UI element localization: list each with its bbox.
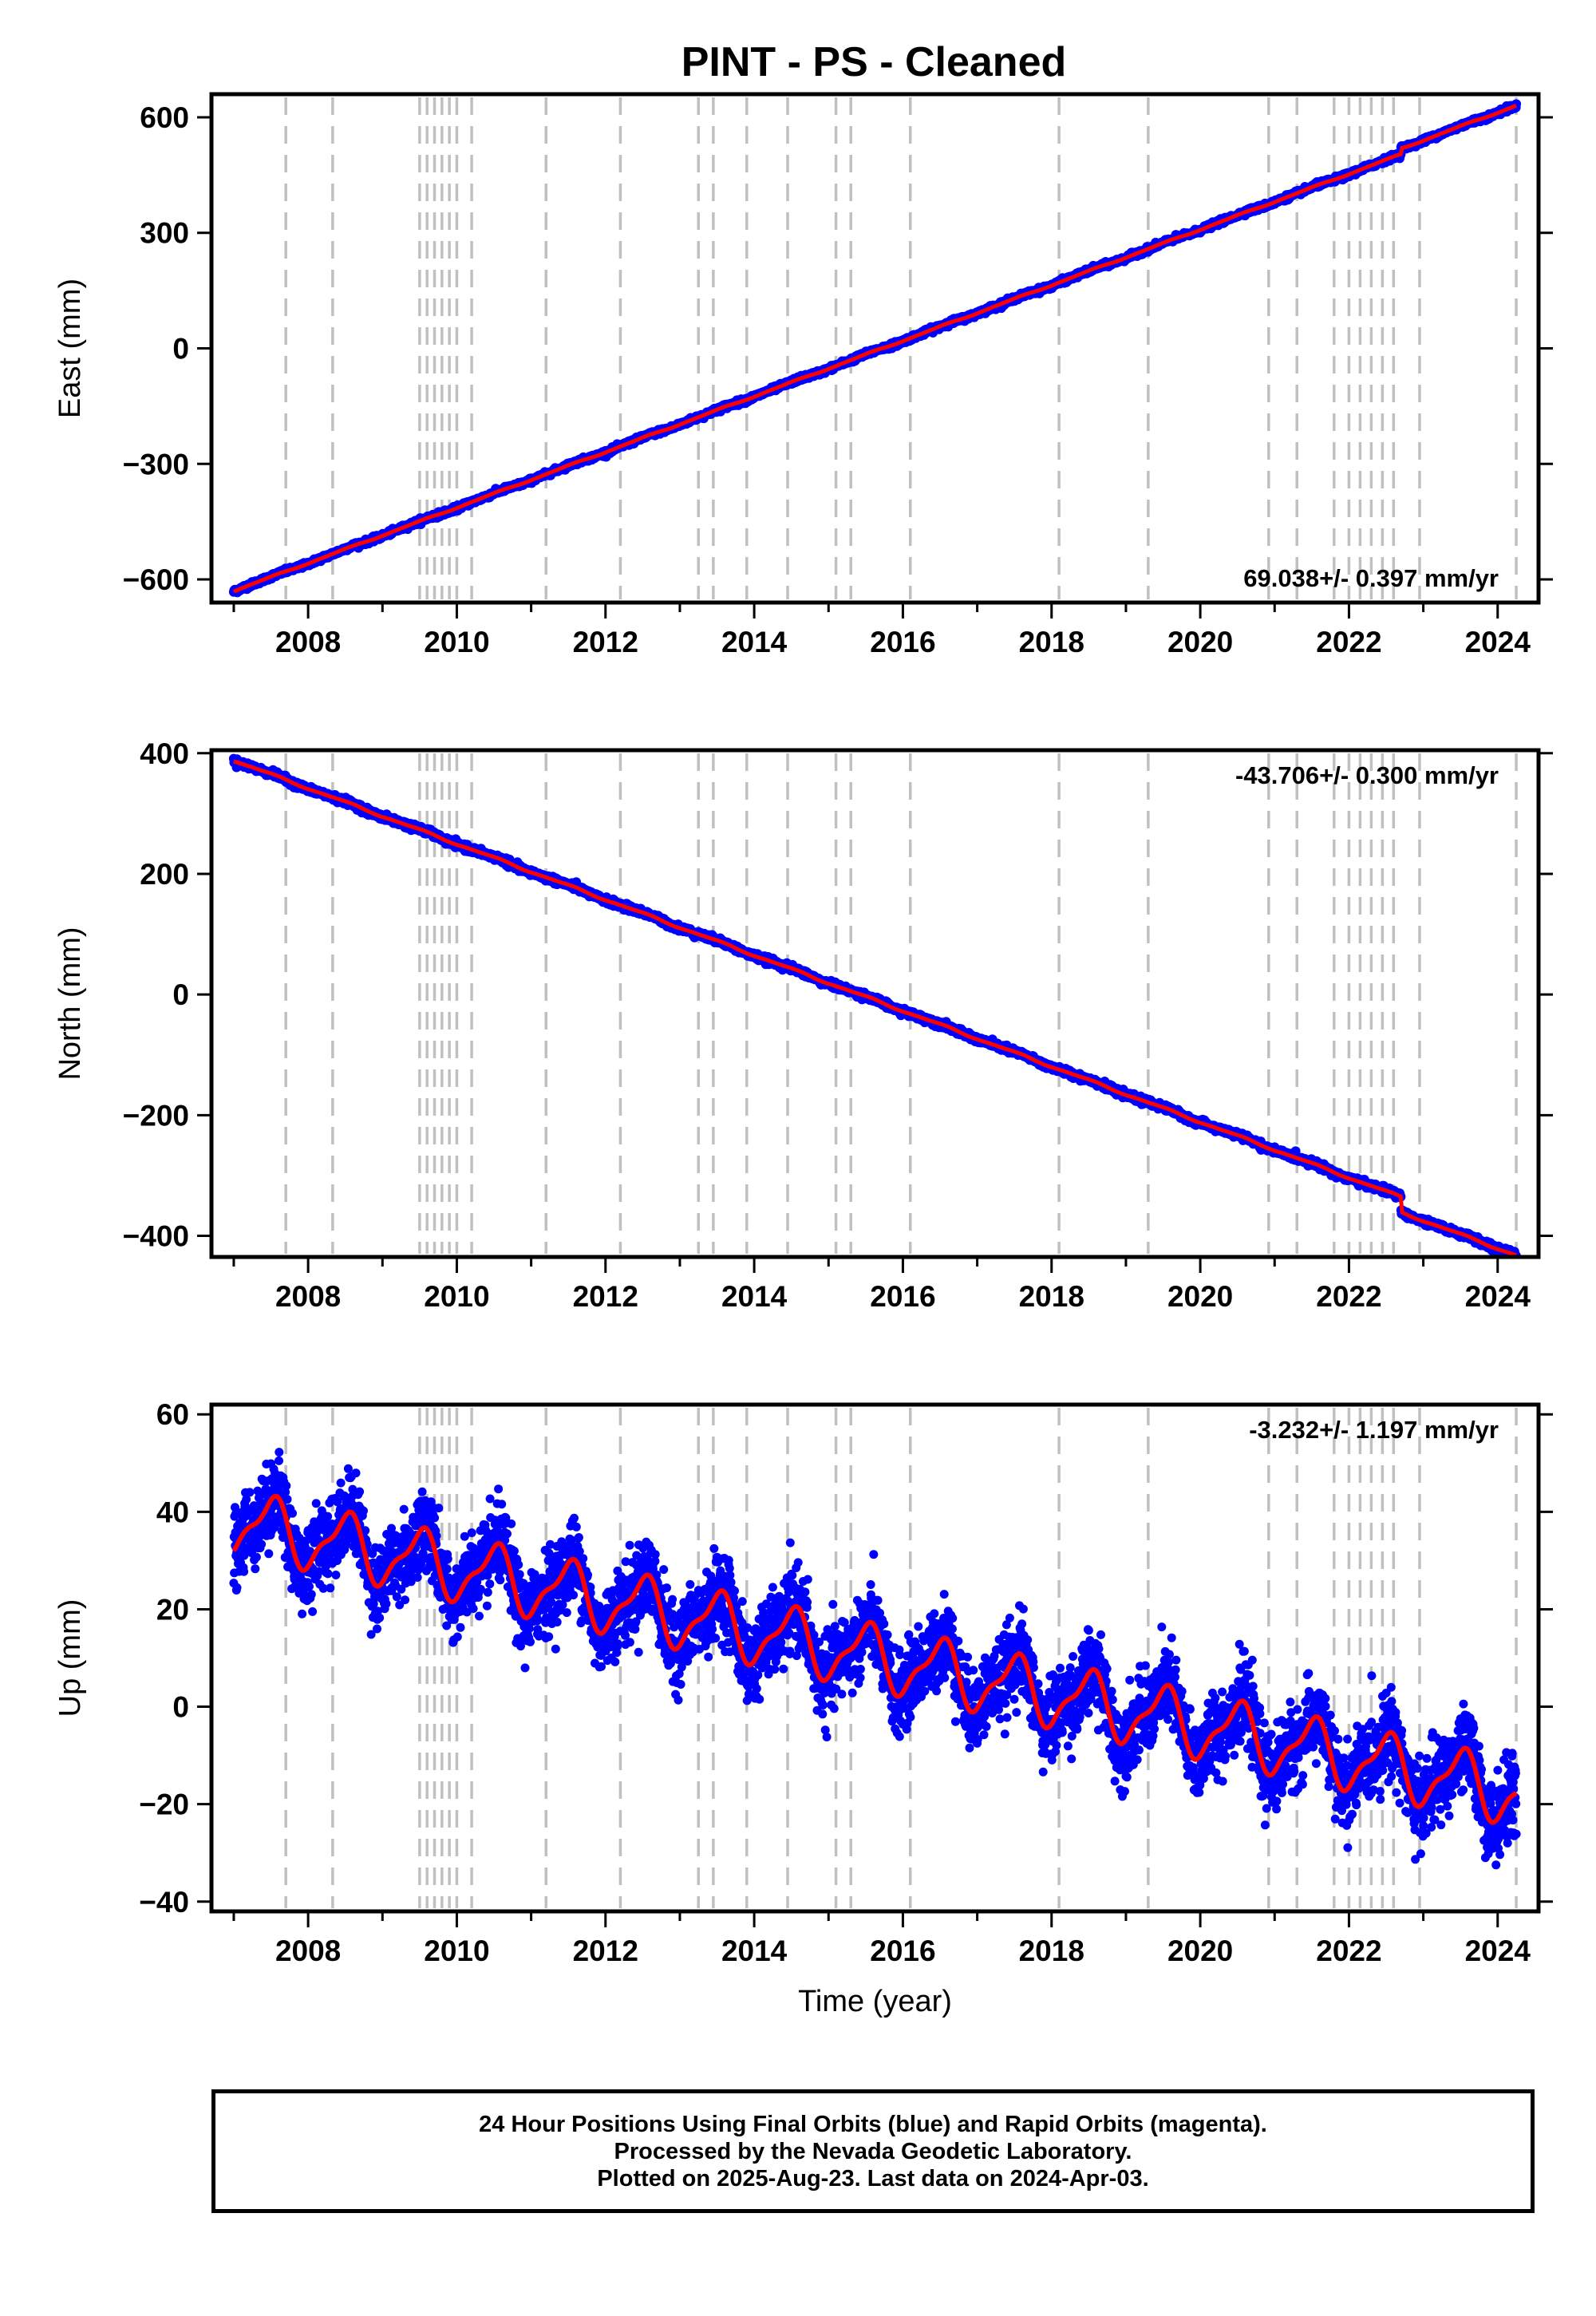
y-axis: −600 −300 0 300 600 (123, 101, 1553, 596)
x-axis: 2008 2010 2012 2014 2016 2018 2020 2022 2024 (232, 604, 1531, 658)
rate-label: 69.038+/- 0.397 mm/yr (1243, 564, 1499, 592)
x-tick-label: 2008 (275, 626, 341, 658)
east-panel: 2008 2010 2012 2014 2016 2018 2020 2022 2024 −600… (53, 92, 1553, 658)
y-axis-label: East (mm) (53, 279, 87, 418)
x-tick-label: 2010 (424, 626, 489, 658)
x-tick-label: 2016 (870, 626, 935, 658)
figure-title: PINT - PS - Cleaned (681, 39, 1067, 85)
y-tick-label: −600 (123, 563, 189, 596)
north-panel: 2008 2010 2012 2014 2016 2018 2020 2022 2024−400… (53, 737, 1553, 1313)
position-points (228, 99, 1522, 598)
x-tick-label: 2018 (1019, 626, 1084, 658)
model-curve (232, 103, 1518, 594)
x-tick-label: 2012 (573, 626, 638, 658)
x-tick-label: 2024 (1465, 626, 1531, 658)
y-tick-label: 600 (140, 101, 189, 134)
y-tick-label: 0 (172, 333, 189, 366)
event-lines (284, 753, 1518, 1254)
x-tick-label: 2014 (721, 626, 788, 658)
x-tick-label: 2022 (1316, 626, 1381, 658)
y-tick-label: 300 (140, 217, 189, 250)
x-tick-label: 2020 (1167, 626, 1233, 658)
y-tick-label: −300 (123, 448, 189, 480)
